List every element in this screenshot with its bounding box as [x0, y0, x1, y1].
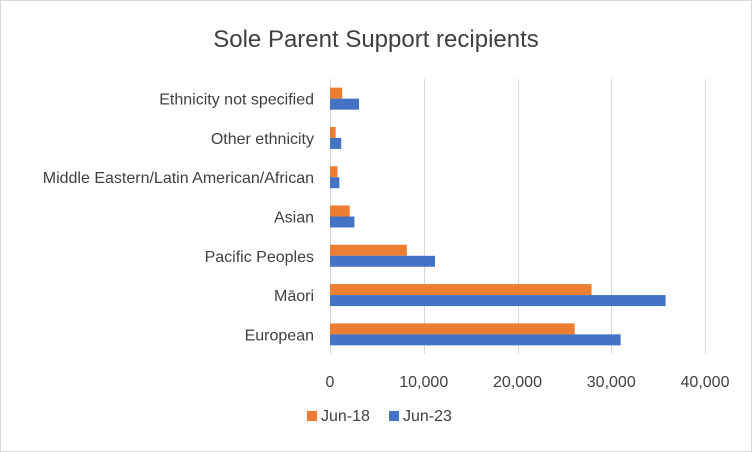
bar-jun-23-3: [330, 216, 355, 228]
bars: [330, 87, 666, 346]
legend: Jun-18 Jun-23: [307, 408, 452, 425]
x-tick-label-1: 10,000: [399, 374, 448, 391]
category-label-6: Ethnicity not specified: [159, 92, 314, 109]
bar-jun-23-4: [330, 177, 340, 189]
bar-jun-18-2: [330, 244, 407, 256]
bar-jun-23-5: [330, 137, 342, 149]
bar-jun-18-0: [330, 323, 575, 335]
bar-jun-23-0: [330, 334, 621, 346]
x-tick-label-4: 40,000: [681, 374, 730, 391]
category-label-5: Other ethnicity: [211, 131, 314, 148]
legend-label-jun-18: Jun-18: [321, 408, 370, 425]
bar-jun-23-1: [330, 295, 666, 307]
legend-swatch-jun-23: [389, 411, 399, 421]
category-label-1: Māori: [274, 288, 314, 305]
x-tick-label-3: 30,000: [587, 374, 636, 391]
x-tick-label-2: 20,000: [493, 374, 542, 391]
x-tick-label-0: 0: [326, 374, 335, 391]
bar-jun-18-5: [330, 126, 336, 138]
category-label-2: Pacific Peoples: [205, 249, 314, 266]
category-label-3: Asian: [274, 210, 314, 227]
bar-jun-18-1: [330, 284, 592, 296]
bar-jun-18-3: [330, 205, 350, 217]
bar-jun-18-4: [330, 166, 338, 178]
x-axis-tick-labels: 0 10,000 20,000 30,000 40,000: [326, 374, 730, 391]
legend-label-jun-23: Jun-23: [403, 408, 452, 425]
bar-jun-23-2: [330, 255, 435, 267]
gridlines: [330, 79, 706, 354]
category-labels: European Māori Pacific Peoples Asian Middle …: [43, 92, 314, 345]
legend-swatch-jun-18: [307, 411, 317, 421]
bar-jun-23-6: [330, 98, 360, 110]
category-label-4: Middle Eastern/Latin American/African: [43, 170, 314, 187]
chart-title: Sole Parent Support recipients: [213, 26, 539, 53]
category-label-0: European: [245, 327, 314, 344]
bar-jun-18-6: [330, 87, 343, 99]
